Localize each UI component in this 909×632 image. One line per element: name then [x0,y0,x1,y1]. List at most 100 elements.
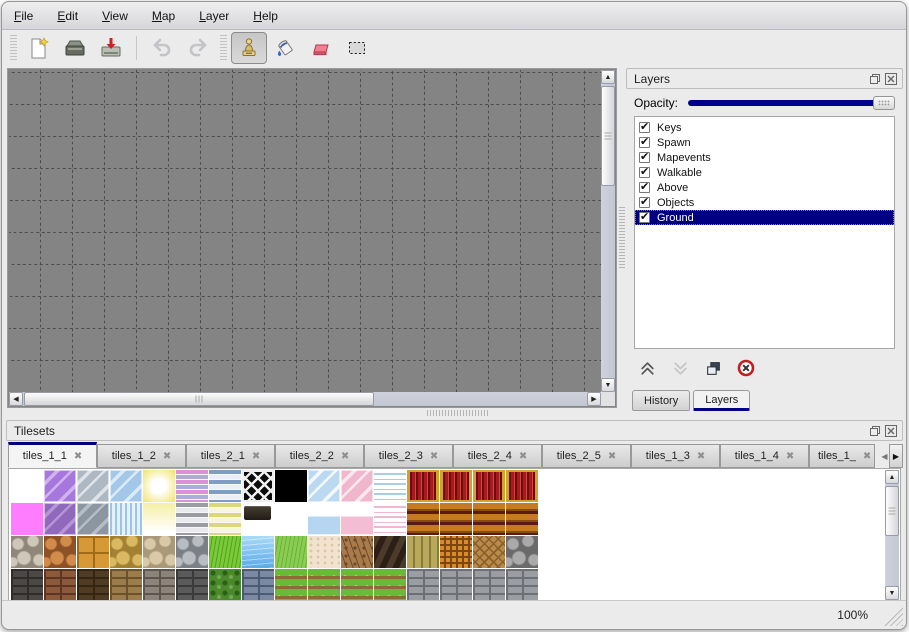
layer-visibility-checkbox[interactable] [639,210,650,223]
tile[interactable] [275,536,307,568]
tile[interactable] [77,503,109,535]
float-panel-icon[interactable] [869,425,881,437]
tab-close-icon[interactable]: ✖ [518,450,528,462]
toolbar-drag-handle[interactable] [220,35,227,61]
tile[interactable] [44,470,76,502]
layer-row[interactable]: Spawn [635,135,894,150]
tile[interactable] [308,503,340,535]
vertical-scroll-thumb[interactable] [885,486,899,536]
scroll-down-arrow[interactable]: ▼ [601,378,615,392]
tile[interactable] [407,503,439,535]
tile[interactable] [407,569,439,601]
tile[interactable] [176,503,208,535]
tile[interactable] [407,536,439,568]
tile[interactable] [440,569,472,601]
tile[interactable] [143,569,175,601]
fill-tool-button[interactable] [267,32,303,64]
tile[interactable] [44,503,76,535]
layer-visibility-checkbox[interactable] [639,165,650,178]
open-button[interactable] [57,32,93,64]
close-panel-icon[interactable] [885,72,897,85]
menu-layer[interactable]: Layer [199,8,230,23]
tile[interactable] [77,569,109,601]
tile[interactable] [110,536,142,568]
tile[interactable] [374,569,406,601]
scroll-right-arrow[interactable]: ▶ [587,392,601,406]
tile[interactable] [242,569,274,601]
tileset-tab-tiles_2_1[interactable]: tiles_2_1 ✖ [186,444,275,468]
move-layer-up-button[interactable] [638,359,656,377]
tab-close-icon[interactable]: ✖ [696,450,706,462]
close-panel-icon[interactable] [885,424,897,437]
layer-row[interactable]: Above [635,180,894,195]
tileset-tab-tiles_1_4[interactable]: tiles_1_4 ✖ [720,444,809,468]
tileset-tab-tiles_2_5[interactable]: tiles_2_5 ✖ [542,444,631,468]
tile[interactable] [308,569,340,601]
horizontal-scroll-thumb[interactable] [24,392,374,406]
tile[interactable] [506,470,538,502]
tab-scroll-right-button[interactable]: ▶ [889,444,903,468]
tile[interactable] [209,503,241,535]
layer-visibility-checkbox[interactable] [639,195,650,208]
delete-layer-button[interactable] [737,359,755,377]
canvas-vertical-scrollbar[interactable]: ▲ ▼ [601,70,615,392]
float-panel-icon[interactable] [869,73,881,85]
layer-row[interactable]: Ground [635,210,894,225]
move-layer-down-button[interactable] [671,359,689,377]
tab-close-icon[interactable]: ✖ [429,450,439,462]
tile[interactable] [275,569,307,601]
redo-button[interactable] [180,32,216,64]
tile[interactable] [209,470,241,502]
layer-row[interactable]: Objects [635,195,894,210]
menu-help[interactable]: Help [253,8,278,23]
tileset-tab-tiles_1_1[interactable]: tiles_1_1 ✖ [8,442,97,468]
tile[interactable] [242,470,274,502]
opacity-slider[interactable] [688,96,895,110]
tab-close-icon[interactable]: ✖ [785,450,795,462]
tile[interactable] [110,569,142,601]
eraser-tool-button[interactable] [303,32,339,64]
tileset-tab-tiles_1_2[interactable]: tiles_1_2 ✖ [97,444,186,468]
toolbar-drag-handle[interactable] [10,35,17,61]
layer-visibility-checkbox[interactable] [639,150,650,163]
tile[interactable] [143,536,175,568]
vertical-scroll-thumb[interactable] [601,86,615,186]
map-canvas[interactable] [9,70,601,392]
tile[interactable] [506,569,538,601]
scroll-down-arrow[interactable]: ▼ [885,586,899,600]
tileset-tab-tiles_1_[interactable]: tiles_1_ ✖ [809,444,875,468]
tile[interactable] [440,503,472,535]
stamp-tool-button[interactable] [231,32,267,64]
tile[interactable] [506,536,538,568]
tile[interactable] [176,569,208,601]
tile[interactable] [374,470,406,502]
tile[interactable] [209,536,241,568]
menu-map[interactable]: Map [151,8,176,23]
duplicate-layer-button[interactable] [704,359,722,377]
new-file-button[interactable] [21,32,57,64]
resize-grip[interactable] [883,606,903,626]
tile[interactable] [176,470,208,502]
scroll-up-arrow[interactable]: ▲ [885,470,899,484]
tile[interactable] [440,470,472,502]
tile[interactable] [242,536,274,568]
tab-close-icon[interactable]: ✖ [607,450,617,462]
tab-close-icon[interactable]: ✖ [73,450,83,462]
scroll-left-arrow[interactable]: ◀ [9,392,23,406]
tile[interactable] [473,503,505,535]
rect-select-tool-button[interactable] [339,32,375,64]
tile[interactable] [275,503,307,535]
vertical-splitter-handle[interactable] [619,207,625,269]
tab-layers[interactable]: Layers [693,390,751,411]
tile[interactable] [44,536,76,568]
layer-visibility-checkbox[interactable] [639,180,650,193]
tile[interactable] [407,470,439,502]
tileset-tab-tiles_2_2[interactable]: tiles_2_2 ✖ [275,444,364,468]
tile[interactable] [11,503,43,535]
tile[interactable] [473,470,505,502]
canvas-horizontal-scrollbar[interactable]: ◀ ▶ [9,392,601,406]
layer-row[interactable]: Mapevents [635,150,894,165]
tile[interactable] [341,470,373,502]
layer-row[interactable]: Keys [635,120,894,135]
tab-scroll-left-icon[interactable]: ◀ [881,451,888,461]
